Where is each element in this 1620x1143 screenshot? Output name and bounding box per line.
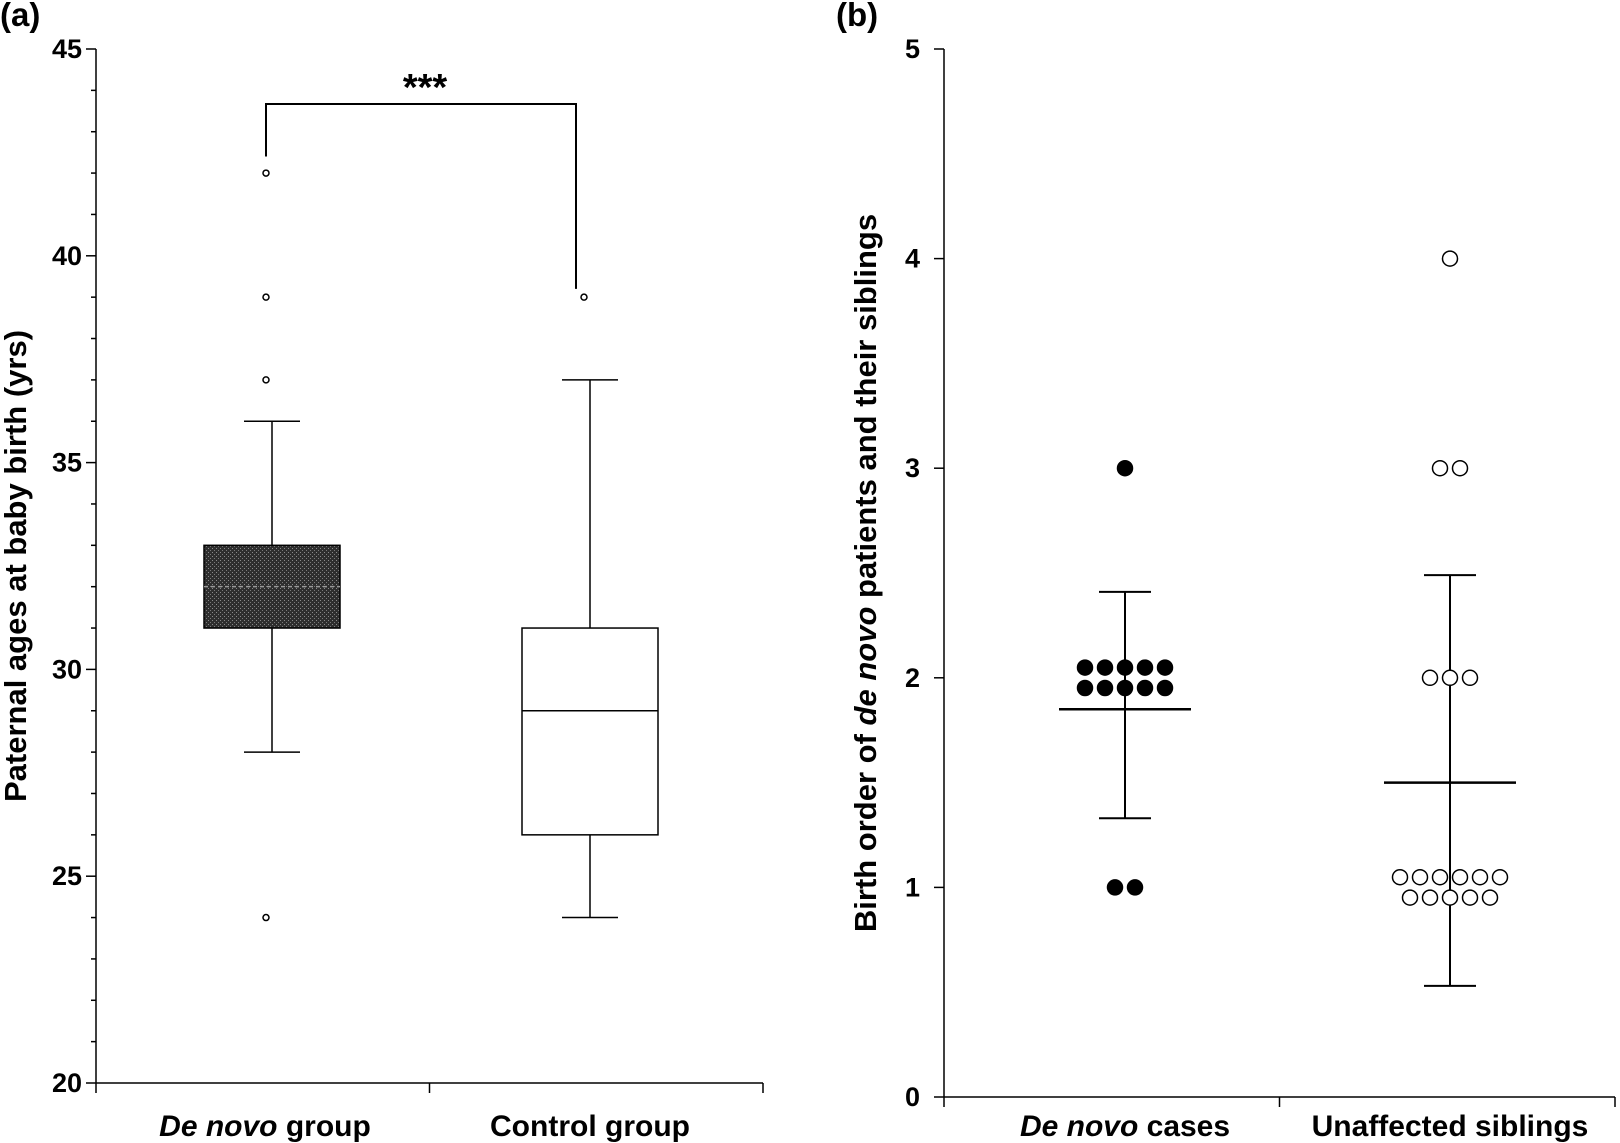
panel-b-y-label-post: patients and their siblings [848,214,883,607]
panel-a-category-de-novo-group: De novo group [159,1110,371,1143]
panel-a-category-italic: De novo [159,1110,277,1143]
data-point [1096,659,1114,676]
data-point [1451,868,1469,886]
y-tick-label: 1 [905,872,920,902]
panel-b-tag: (b) [836,0,878,33]
panel-a-category-control-group: Control group [490,1110,690,1143]
data-point [1441,889,1459,906]
box-iqr [521,627,659,836]
significance-bracket: *** [265,67,577,289]
y-tick-label: 3 [905,453,920,483]
outlier-point [262,169,270,177]
panel-a-y-ticks: 20 25 30 35 40 45 [52,34,764,1098]
panel-a-y-label: Paternal ages at baby birth (yrs) [0,330,33,802]
panel-b-category-unaffected-siblings: Unaffected siblings [1312,1110,1589,1143]
y-tick-label: 30 [52,654,82,684]
y-tick-label: 5 [905,34,920,64]
group-1 [1384,250,1516,987]
data-point [1451,459,1469,477]
data-point [1441,250,1459,267]
panel-b: (b) 0 1 2 3 4 5 Birth order of de novo patien… [836,0,1616,1143]
data-point [1156,659,1174,676]
y-tick-label: 45 [52,34,82,64]
data-point [1461,889,1479,906]
data-point [1156,679,1174,697]
data-point [1431,459,1449,477]
data-point [1491,868,1509,886]
data-point [1076,659,1094,676]
data-point [1421,669,1439,687]
panel-a-boxes [203,169,659,922]
y-tick-label: 35 [52,448,82,478]
data-point [1421,889,1439,906]
data-point [1076,679,1094,697]
y-tick-label: 2 [905,663,920,693]
significance-label: *** [403,67,448,109]
panel-b-groups [1059,250,1516,987]
data-point [1116,459,1134,477]
panel-b-category-de-novo-cases: De novo cases [1020,1110,1230,1143]
panel-a-category-rest: group [278,1110,371,1143]
outlier-point [262,376,270,384]
panel-a-tag: (a) [0,0,40,33]
data-point [1401,889,1419,906]
data-point [1471,868,1489,886]
y-tick-label: 20 [52,1068,82,1098]
outlier-point [580,293,588,301]
panel-b-y-label: Birth order of de novo patients and thei… [848,214,883,932]
panel-b-y-label-pre: Birth order of [848,725,883,932]
data-point [1136,679,1154,697]
data-point [1136,659,1154,676]
panel-b-y-ticks: 0 1 2 3 4 5 [905,34,1616,1112]
data-point [1126,879,1144,896]
data-point [1431,868,1449,886]
panel-b-category-rest: cases [1138,1110,1230,1143]
panel-b-y-label-italic: de novo [848,607,883,726]
data-point [1391,868,1409,886]
box-1 [521,293,659,919]
bracket-line [265,103,577,289]
data-point [1116,659,1134,676]
data-point [1461,669,1479,687]
data-point [1411,868,1429,886]
panel-b-category-italic: De novo [1020,1110,1138,1143]
y-tick-label: 0 [905,1082,920,1112]
y-tick-label: 40 [52,241,82,271]
y-tick-label: 4 [905,244,920,274]
data-point [1116,679,1134,697]
data-point [1441,669,1459,687]
data-point [1096,679,1114,697]
outlier-point [262,913,270,922]
data-point [1106,879,1124,896]
panel-a: (a) 20 25 30 35 40 45 *** Paternal ages at ba… [0,0,764,1143]
group-0 [1059,459,1191,896]
box-0 [203,169,341,922]
y-tick-label: 25 [52,861,82,891]
outlier-point [262,293,270,301]
data-point [1481,889,1499,906]
